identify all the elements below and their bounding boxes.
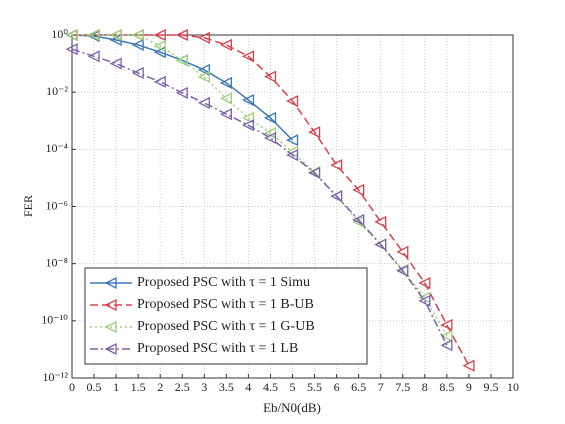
marker — [197, 96, 210, 109]
marker — [241, 111, 255, 125]
marker — [175, 86, 188, 99]
marker — [263, 131, 277, 145]
x-tick-label: 8 — [422, 380, 428, 394]
marker — [286, 149, 299, 162]
x-tick-label: 1 — [113, 380, 119, 394]
marker — [241, 93, 255, 107]
marker — [440, 318, 453, 331]
marker — [131, 66, 144, 80]
x-tick-label: 5.5 — [307, 380, 322, 394]
x-tick-label: 6 — [334, 380, 340, 394]
marker — [330, 190, 343, 203]
legend-text: Proposed PSC with τ = 1 Simu — [137, 275, 310, 290]
x-tick-label: 9 — [466, 380, 472, 394]
x-tick-label: 1.5 — [131, 380, 146, 394]
x-tick-label: 3.5 — [219, 380, 234, 394]
marker — [263, 111, 277, 125]
marker — [197, 63, 210, 76]
x-tick-label: 7.5 — [395, 380, 410, 394]
marker — [308, 126, 321, 139]
x-tick-label: 4.5 — [263, 380, 278, 394]
x-tick-label: 8.5 — [439, 380, 454, 394]
marker — [197, 70, 210, 84]
marker — [65, 28, 78, 42]
marker — [153, 28, 166, 42]
marker — [440, 339, 453, 352]
x-tick-label: 5 — [290, 380, 296, 394]
legend-marker — [104, 298, 117, 312]
x-tick-label: 4 — [245, 380, 251, 394]
marker — [153, 40, 166, 53]
marker — [219, 76, 233, 90]
series-line — [71, 48, 448, 346]
x-tick-label: 9.5 — [483, 380, 498, 394]
marker — [374, 238, 387, 251]
legend-text: Proposed PSC with τ = 1 LB — [137, 341, 298, 356]
x-tick-label: 0 — [69, 380, 75, 394]
legend-text: Proposed PSC with τ = 1 G-UB — [137, 319, 315, 334]
x-tick-label: 7 — [378, 380, 384, 394]
marker — [374, 215, 387, 228]
marker — [396, 264, 409, 277]
marker — [418, 276, 431, 290]
marker — [418, 294, 431, 307]
marker — [286, 134, 299, 147]
marker — [308, 166, 321, 179]
marker — [241, 119, 255, 132]
marker — [175, 54, 188, 67]
legend-box — [84, 267, 368, 365]
marker — [219, 38, 233, 51]
marker — [330, 159, 343, 172]
marker — [131, 38, 144, 51]
x-tick-label: 10 — [507, 380, 519, 394]
x-tick-label: 6.5 — [351, 380, 366, 394]
marker — [131, 28, 144, 42]
marker — [396, 245, 409, 258]
legend-marker — [104, 342, 117, 356]
marker — [462, 359, 475, 372]
y-tick-label: 10⁻¹⁰ — [41, 313, 68, 327]
marker — [440, 329, 453, 342]
x-axis-label: Eb/N0(dB) — [263, 400, 321, 415]
y-tick-label: 10⁻⁶ — [45, 198, 68, 212]
marker — [153, 46, 166, 59]
marker — [219, 92, 233, 105]
y-axis-label: FER — [21, 195, 35, 217]
x-tick-label: 2 — [157, 380, 163, 394]
x-tick-label: 2.5 — [175, 380, 190, 394]
marker — [352, 213, 365, 226]
y-tick-label: 10⁻² — [46, 84, 68, 98]
series-line — [71, 34, 294, 141]
marker — [286, 94, 299, 108]
x-tick-label: 0.5 — [87, 380, 102, 394]
y-tick-label: 10⁻¹² — [42, 370, 68, 384]
marker — [109, 57, 122, 70]
marker — [197, 31, 210, 44]
marker — [87, 50, 100, 63]
y-tick-label: 10⁰ — [51, 27, 68, 41]
marker — [263, 70, 277, 83]
marker — [109, 28, 122, 42]
y-tick-label: 10⁻⁴ — [45, 141, 68, 155]
axes-box — [71, 34, 514, 379]
x-tick-label: 3 — [201, 380, 207, 394]
marker — [153, 75, 166, 88]
marker — [219, 108, 233, 121]
legend-marker — [104, 320, 117, 334]
marker — [175, 28, 188, 42]
marker — [241, 50, 255, 63]
marker — [352, 183, 365, 196]
legend-text: Proposed PSC with τ = 1 B-UB — [137, 297, 314, 312]
marker — [65, 43, 78, 56]
legend-marker — [104, 276, 117, 290]
y-tick-label: 10⁻⁸ — [45, 255, 68, 269]
marker — [87, 28, 100, 42]
